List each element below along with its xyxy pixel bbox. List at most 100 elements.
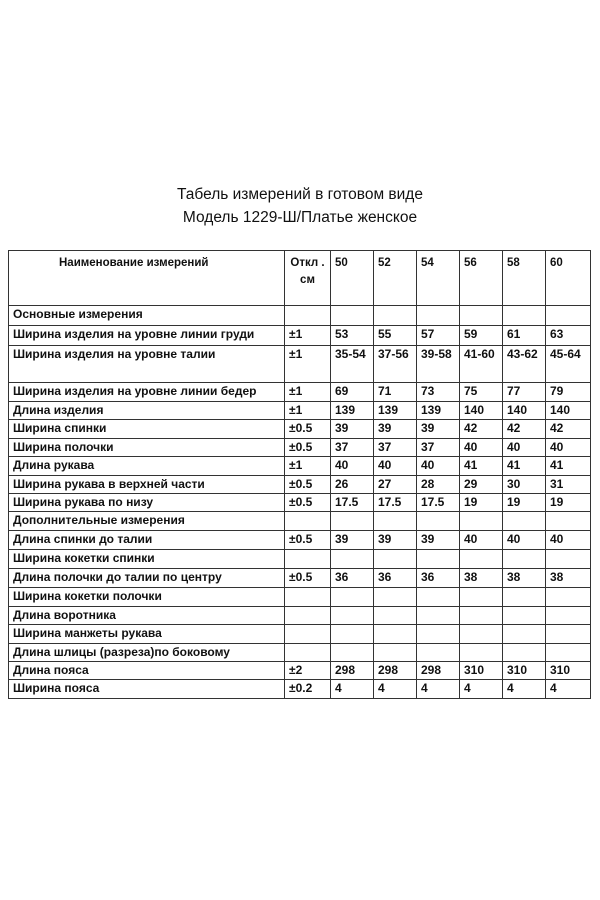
column-header: 60: [545, 250, 591, 306]
table-row: Длина шлицы (разреза)по боковому: [8, 643, 591, 662]
cell: 139: [330, 401, 374, 420]
column-header: 58: [502, 250, 546, 306]
cell: [545, 305, 591, 326]
cell: 36: [330, 568, 374, 588]
cell: [284, 643, 331, 662]
cell: [284, 624, 331, 644]
title: Табель измерений в готовом виде: [177, 186, 423, 203]
cell: [330, 606, 374, 625]
row-label: Дополнительные измерения: [8, 511, 285, 531]
cell: 4: [545, 679, 591, 699]
cell: 36: [416, 568, 460, 588]
cell: 30: [502, 475, 546, 494]
cell: 39: [416, 530, 460, 550]
cell: 310: [502, 661, 546, 680]
row-label: Ширина рукава в верхней части: [8, 475, 285, 494]
cell: 39-58: [416, 345, 460, 383]
cell: 73: [416, 382, 460, 402]
table-row: Длина воротника: [8, 606, 591, 625]
column-header: 52: [373, 250, 417, 306]
cell: 39: [373, 530, 417, 550]
cell: [502, 587, 546, 607]
cell: [373, 587, 417, 607]
cell: [373, 549, 417, 569]
cell: 140: [545, 401, 591, 420]
cell: [416, 587, 460, 607]
size-table: Наименование измерений Откл . см 50 52 54 56 5…: [8, 250, 591, 699]
row-label: Ширина рукава по низу: [8, 493, 285, 512]
cell: [545, 549, 591, 569]
cell: ±0.5: [284, 568, 331, 588]
cell: 36: [373, 568, 417, 588]
row-label: Ширина пояса: [8, 679, 285, 699]
cell: 40: [545, 530, 591, 550]
cell: 42: [459, 419, 503, 439]
cell: [459, 606, 503, 625]
cell: 63: [545, 325, 591, 346]
cell: 298: [416, 661, 460, 680]
cell: [284, 606, 331, 625]
cell: [459, 624, 503, 644]
cell: 41-60: [459, 345, 503, 383]
cell: 310: [459, 661, 503, 680]
cell: [416, 511, 460, 531]
table-row: Ширина изделия на уровне линии бедер ±1 69…: [8, 382, 591, 402]
cell: [459, 511, 503, 531]
row-label: Основные измерения: [8, 305, 285, 326]
cell: 37: [330, 438, 374, 457]
row-label: Ширина изделия на уровне талии: [8, 345, 285, 383]
row-label: Длина воротника: [8, 606, 285, 625]
column-header: 54: [416, 250, 460, 306]
cell: 57: [416, 325, 460, 346]
cell: ±1: [284, 382, 331, 402]
row-label: Длина изделия: [8, 401, 285, 420]
cell: 35-54: [330, 345, 374, 383]
cell: 77: [502, 382, 546, 402]
cell: [330, 643, 374, 662]
row-label: Ширина полочки: [8, 438, 285, 457]
cell: 41: [502, 456, 546, 476]
table-row: Длина изделия ±1 139 139 139 140 140 140: [8, 401, 591, 420]
table-row: Ширина изделия на уровне линии груди ±1 53…: [8, 325, 591, 346]
cell: ±0.2: [284, 679, 331, 699]
row-label: Ширина манжеты рукава: [8, 624, 285, 644]
cell: 38: [459, 568, 503, 588]
row-label: Ширина спинки: [8, 419, 285, 439]
cell: 42: [545, 419, 591, 439]
cell: [373, 624, 417, 644]
cell: ±2: [284, 661, 331, 680]
cell: 17.5: [330, 493, 374, 512]
table-row: Основные измерения: [8, 305, 591, 326]
cell: 40: [459, 530, 503, 550]
cell: 38: [545, 568, 591, 588]
cell: ±1: [284, 325, 331, 346]
cell: 19: [502, 493, 546, 512]
cell: 4: [373, 679, 417, 699]
cell: [459, 305, 503, 326]
table-row: Длина пояса ±2 298 298 298 310 310 310: [8, 661, 591, 680]
table-row: Дополнительные измерения: [8, 511, 591, 531]
cell: ±0.5: [284, 438, 331, 457]
cell: 17.5: [416, 493, 460, 512]
cell: ±0.5: [284, 493, 331, 512]
cell: 55: [373, 325, 417, 346]
cell: 38: [502, 568, 546, 588]
cell: [330, 305, 374, 326]
cell: 28: [416, 475, 460, 494]
cell: 140: [459, 401, 503, 420]
cell: [373, 606, 417, 625]
column-header: 56: [459, 250, 503, 306]
cell: [284, 587, 331, 607]
cell: 41: [459, 456, 503, 476]
table-row: Ширина рукава по низу ±0.5 17.5 17.5 17.5 19 1…: [8, 493, 591, 512]
column-header: Наименование измерений: [8, 250, 285, 306]
cell: [545, 606, 591, 625]
cell: 139: [416, 401, 460, 420]
cell: [373, 305, 417, 326]
cell: ±1: [284, 401, 331, 420]
cell: 37: [416, 438, 460, 457]
cell: 4: [459, 679, 503, 699]
cell: 140: [502, 401, 546, 420]
cell: [284, 511, 331, 531]
